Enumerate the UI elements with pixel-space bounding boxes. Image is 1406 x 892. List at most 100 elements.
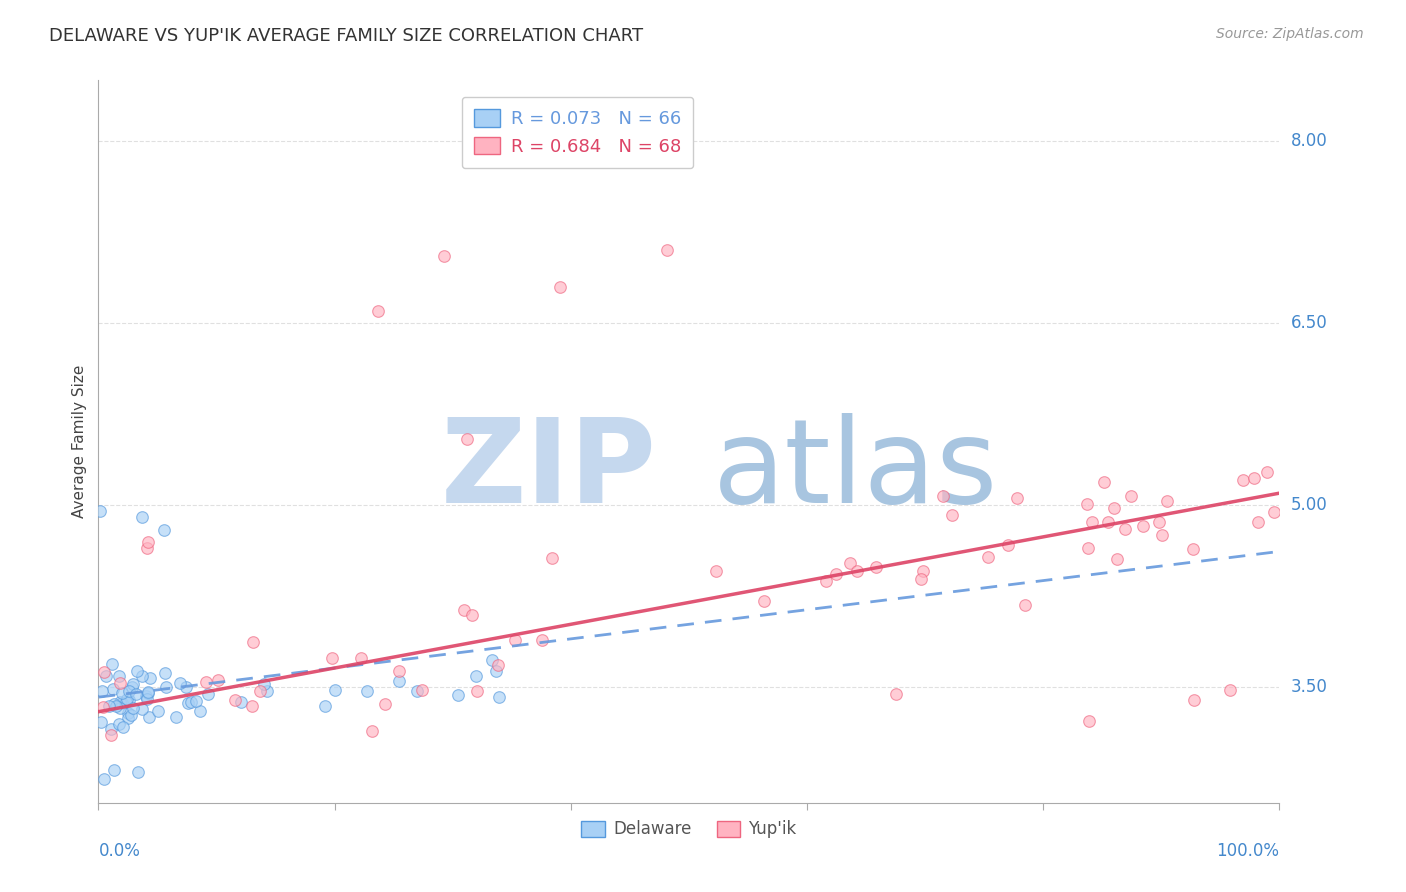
Point [1132, 519, 1154, 533]
Point [488, 690, 510, 705]
Point [256, 684, 278, 698]
Point [1081, 515, 1104, 529]
Point [461, 607, 484, 622]
Point [1077, 541, 1099, 555]
Point [505, 633, 527, 648]
Point [1094, 475, 1116, 489]
Point [941, 508, 963, 522]
Point [111, 696, 134, 710]
Point [207, 673, 229, 688]
Point [1119, 489, 1142, 503]
Point [752, 594, 775, 608]
Text: ZIP: ZIP [441, 413, 657, 528]
Point [388, 664, 411, 678]
Legend: Delaware, Yup'ik: Delaware, Yup'ik [575, 814, 803, 845]
Point [131, 669, 153, 683]
Point [138, 709, 160, 723]
Point [350, 651, 373, 665]
Point [323, 683, 346, 698]
Point [127, 665, 149, 679]
Text: 5.00: 5.00 [1291, 496, 1327, 515]
Point [135, 541, 157, 555]
Point [93, 772, 115, 786]
Point [884, 686, 907, 700]
Point [121, 680, 143, 694]
Point [1014, 598, 1036, 612]
Point [135, 690, 157, 704]
Point [839, 556, 862, 570]
Point [169, 676, 191, 690]
Point [108, 676, 131, 690]
Point [1256, 465, 1278, 479]
Point [117, 706, 139, 720]
Point [1232, 473, 1254, 487]
Point [100, 728, 122, 742]
Point [1102, 500, 1125, 515]
Point [447, 688, 470, 702]
Point [121, 700, 143, 714]
Point [103, 763, 125, 777]
Point [433, 249, 456, 263]
Point [229, 695, 252, 709]
Point [90, 683, 112, 698]
Text: 3.50: 3.50 [1291, 679, 1327, 697]
Point [90, 715, 112, 730]
Point [249, 683, 271, 698]
Point [115, 695, 138, 709]
Point [122, 677, 145, 691]
Point [108, 717, 131, 731]
Point [1005, 491, 1028, 506]
Point [177, 696, 200, 710]
Point [131, 510, 153, 524]
Text: Source: ZipAtlas.com: Source: ZipAtlas.com [1216, 27, 1364, 41]
Point [136, 685, 159, 699]
Point [165, 709, 187, 723]
Text: 6.50: 6.50 [1291, 314, 1327, 332]
Point [456, 432, 478, 446]
Point [240, 698, 263, 713]
Text: atlas: atlas [713, 413, 998, 528]
Point [388, 674, 411, 689]
Point [1077, 714, 1099, 729]
Point [117, 692, 139, 706]
Point [153, 666, 176, 681]
Point [411, 683, 433, 698]
Point [657, 244, 679, 258]
Point [110, 701, 132, 715]
Point [105, 699, 128, 714]
Y-axis label: Average Family Size: Average Family Size [72, 365, 87, 518]
Point [136, 534, 159, 549]
Point [1156, 493, 1178, 508]
Point [1147, 515, 1170, 529]
Point [125, 687, 148, 701]
Point [93, 665, 115, 679]
Point [845, 564, 868, 578]
Point [485, 664, 508, 678]
Point [100, 723, 122, 737]
Point [176, 680, 198, 694]
Point [117, 710, 139, 724]
Point [131, 702, 153, 716]
Point [107, 669, 129, 683]
Point [977, 550, 1000, 565]
Text: 0.0%: 0.0% [98, 842, 141, 860]
Point [94, 669, 117, 683]
Point [195, 674, 218, 689]
Text: 100.0%: 100.0% [1216, 842, 1279, 860]
Point [321, 651, 343, 665]
Point [197, 687, 219, 701]
Point [110, 686, 132, 700]
Point [188, 704, 211, 718]
Point [997, 538, 1019, 552]
Point [1247, 515, 1270, 529]
Point [486, 658, 509, 673]
Point [89, 504, 111, 518]
Point [118, 693, 141, 707]
Point [704, 564, 727, 578]
Point [814, 574, 837, 589]
Point [406, 684, 429, 698]
Point [180, 695, 202, 709]
Point [453, 602, 475, 616]
Point [465, 683, 488, 698]
Point [111, 720, 134, 734]
